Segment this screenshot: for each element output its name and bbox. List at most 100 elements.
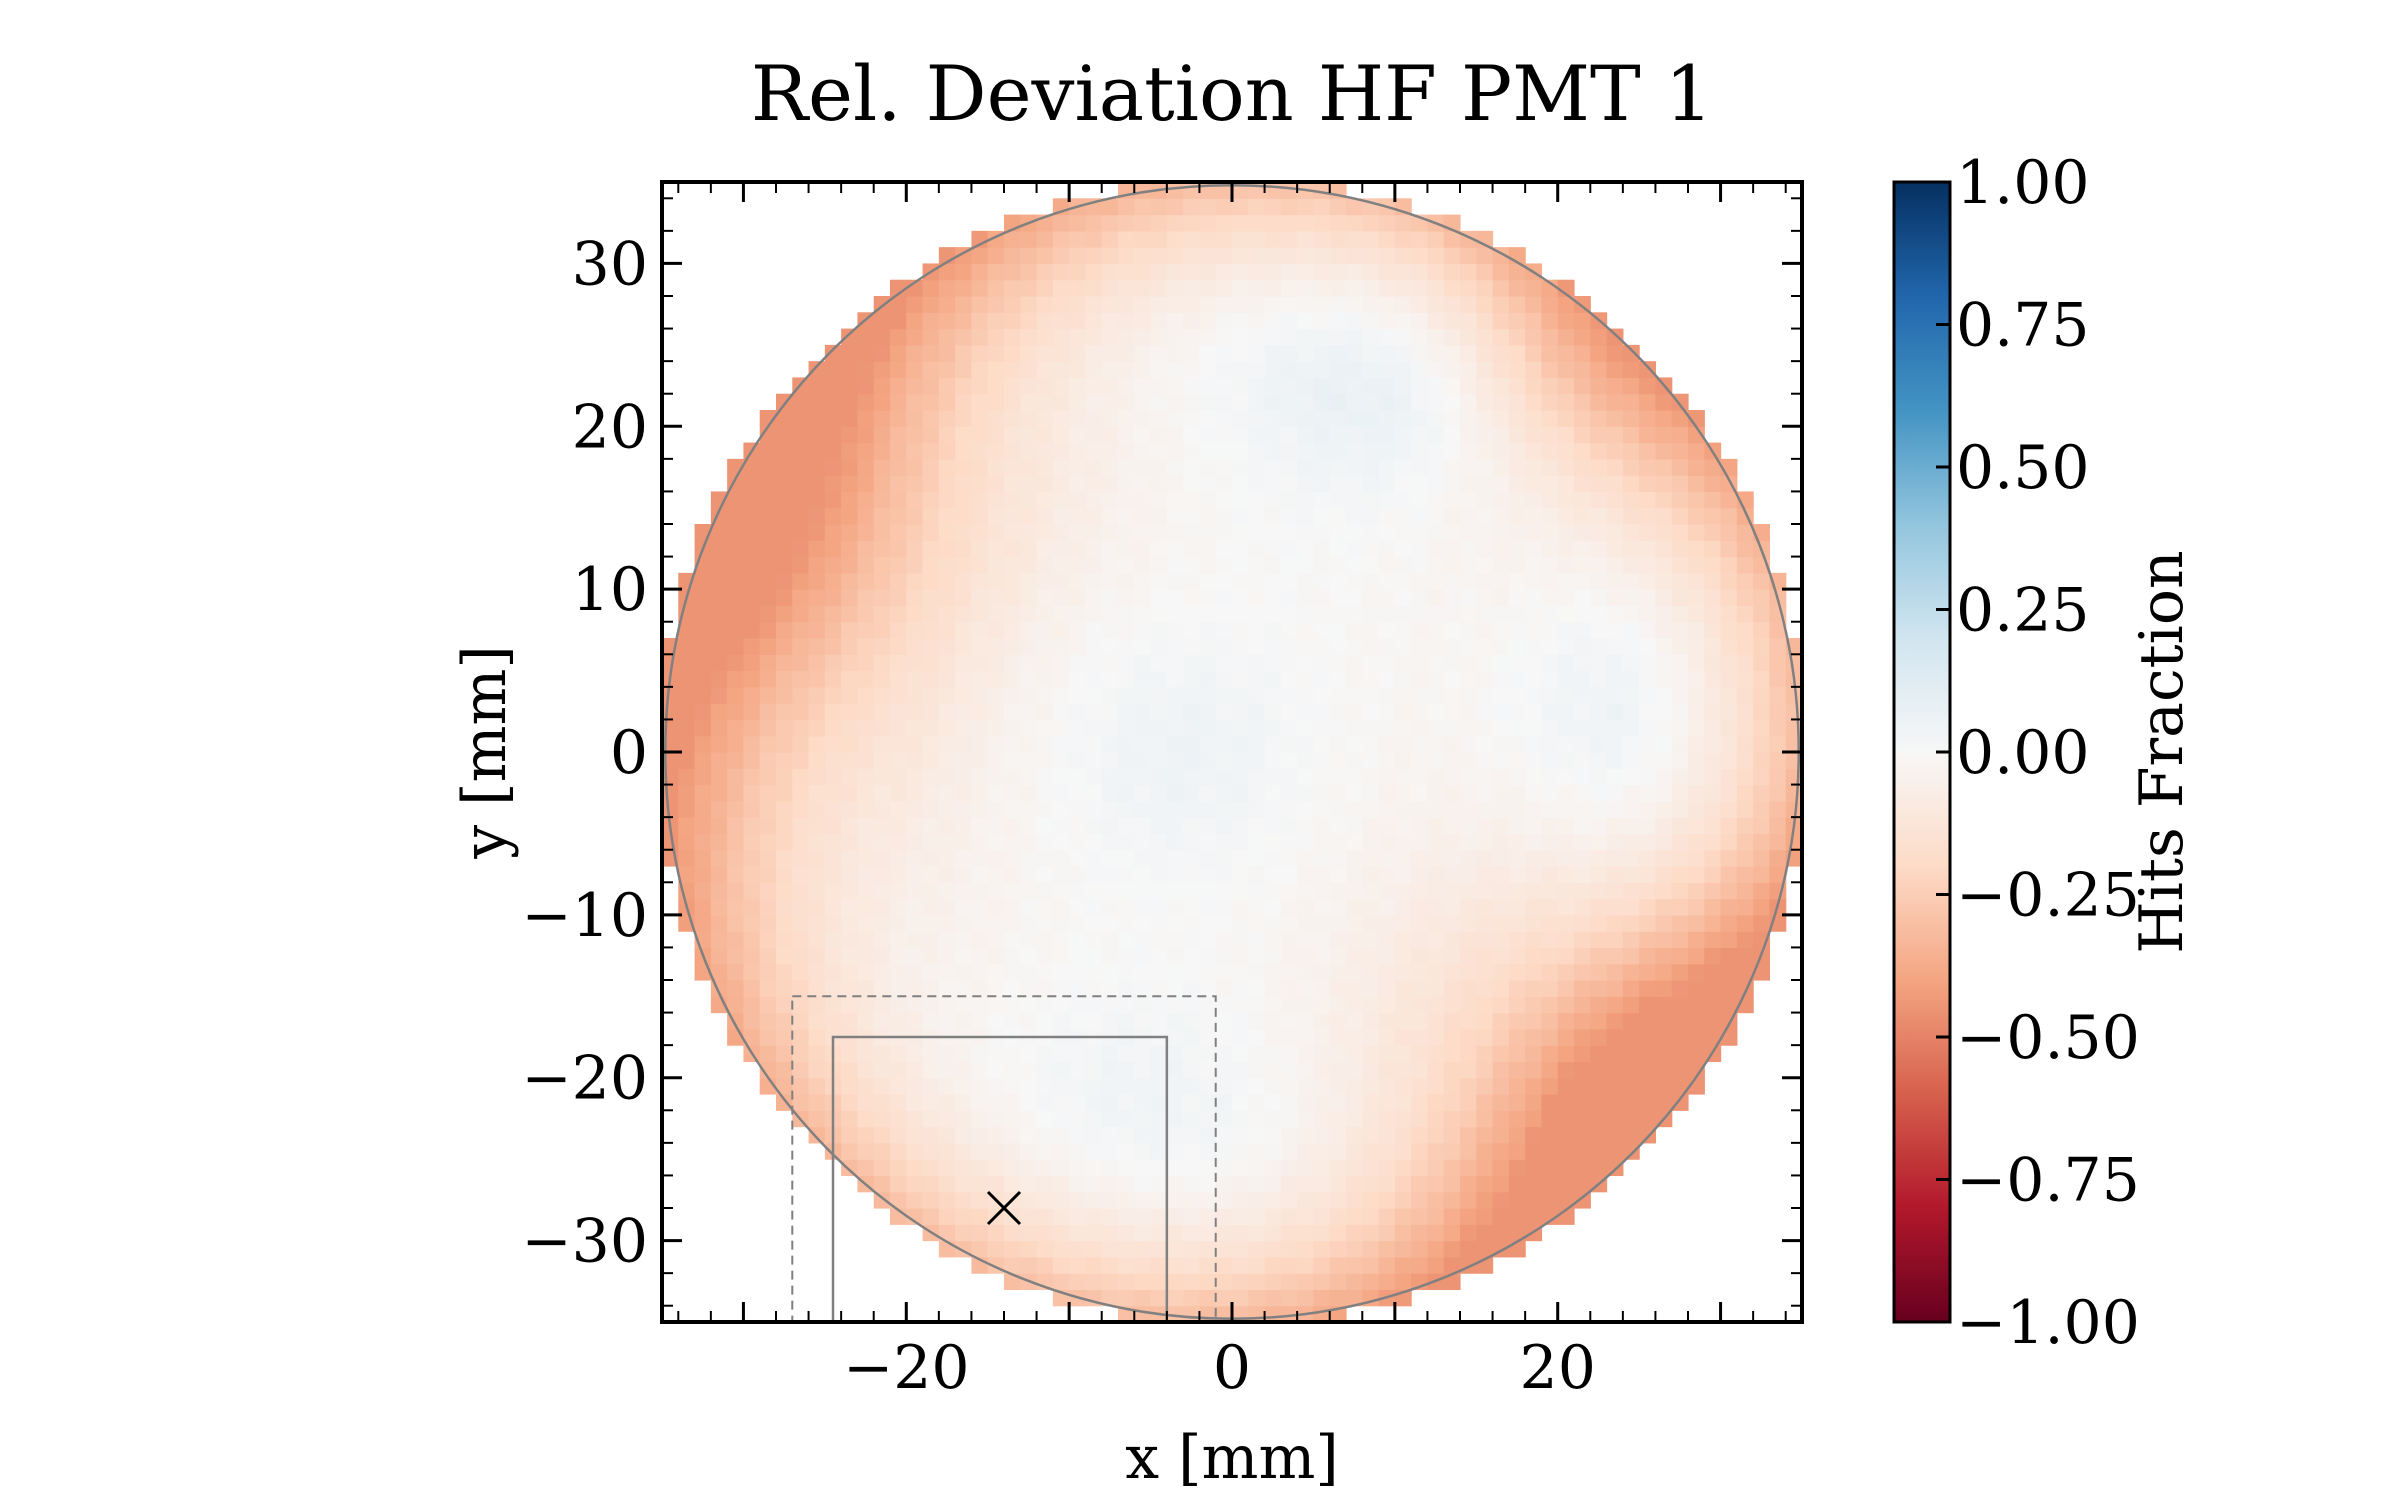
heatmap-cell (971, 296, 989, 313)
heatmap-cell (1622, 442, 1640, 460)
heatmap-cell (1362, 296, 1380, 313)
heatmap-cell (824, 752, 842, 769)
heatmap-cell (776, 866, 793, 883)
heatmap-cell (1525, 947, 1543, 965)
heatmap-cell (1101, 1045, 1119, 1063)
heatmap-cell (890, 784, 907, 802)
heatmap-cell (1150, 247, 1168, 265)
heatmap-cell (890, 442, 907, 460)
heatmap-cell (1297, 524, 1315, 541)
heatmap-cell (938, 572, 956, 590)
heatmap-cell (694, 898, 712, 916)
heatmap-cell (1199, 1077, 1217, 1095)
heatmap-cell (1378, 800, 1396, 818)
heatmap-cell (938, 426, 956, 444)
heatmap-cell (955, 849, 973, 867)
heatmap-cell (759, 866, 777, 883)
heatmap-cell (1264, 1094, 1282, 1111)
heatmap-cell (1215, 524, 1233, 541)
heatmap-cell (824, 572, 842, 590)
heatmap-cell (1411, 882, 1429, 900)
heatmap-cell (1248, 296, 1266, 313)
heatmap-cell (1248, 279, 1266, 297)
heatmap-cell (1655, 1045, 1673, 1063)
heatmap-cell (1166, 980, 1184, 997)
heatmap-cell (971, 556, 989, 574)
heatmap-cell (759, 914, 777, 932)
heatmap-cell (1085, 1175, 1103, 1193)
heatmap-cell (1215, 475, 1233, 493)
heatmap-cell (1557, 670, 1575, 688)
heatmap-cell (1199, 556, 1217, 574)
heatmap-cell (1427, 328, 1445, 346)
heatmap-cell (1215, 361, 1233, 379)
heatmap-cell (1004, 263, 1021, 281)
heatmap-cell (1362, 540, 1380, 558)
heatmap-cell (987, 752, 1005, 769)
heatmap-cell (1460, 393, 1477, 411)
heatmap-cell (1232, 328, 1249, 346)
heatmap-cell (1297, 1142, 1315, 1160)
heatmap-cell (1069, 833, 1087, 851)
heatmap-cell (1280, 589, 1298, 607)
heatmap-cell (1541, 621, 1559, 639)
heatmap-cell (1753, 670, 1771, 688)
heatmap-cell (1378, 328, 1396, 346)
heatmap-cell (1622, 621, 1640, 639)
heatmap-cell (1378, 1126, 1396, 1144)
heatmap-cell (971, 1208, 989, 1225)
heatmap-cell (955, 784, 973, 802)
heatmap-cell (824, 703, 842, 721)
heatmap-cell (971, 914, 989, 932)
heatmap-cell (1134, 882, 1152, 900)
heatmap-cell (1492, 361, 1510, 379)
heatmap-cell (857, 866, 875, 883)
heatmap-cell (1215, 1289, 1233, 1307)
heatmap-cell (1541, 556, 1559, 574)
heatmap-cell (743, 866, 761, 883)
heatmap-cell (890, 1045, 907, 1063)
heatmap-cell (1248, 898, 1266, 916)
heatmap-cell (1280, 247, 1298, 265)
heatmap-cell (1280, 524, 1298, 541)
heatmap-cell (1460, 752, 1477, 769)
heatmap-cell (1639, 1045, 1657, 1063)
heatmap-cell (1313, 589, 1331, 607)
heatmap-cell (1036, 1256, 1054, 1274)
heatmap-cell (1476, 1208, 1494, 1225)
heatmap-cell (776, 524, 793, 541)
heatmap-cell (824, 540, 842, 558)
heatmap-cell (1443, 279, 1461, 297)
heatmap-cell (1508, 589, 1526, 607)
heatmap-cell (1492, 1094, 1510, 1111)
heatmap-cell (1394, 1175, 1412, 1193)
heatmap-cell (841, 882, 859, 900)
heatmap-cell (1362, 1175, 1380, 1193)
heatmap-cell (1297, 768, 1315, 786)
heatmap-cell (808, 361, 826, 379)
heatmap-cell (1052, 866, 1070, 883)
heatmap-cell (1199, 931, 1217, 949)
heatmap-cell (1232, 735, 1249, 753)
heatmap-cell (1606, 1126, 1624, 1144)
heatmap-cell (1101, 491, 1119, 509)
heatmap-cell (873, 654, 891, 672)
heatmap-cell (1118, 866, 1135, 883)
heatmap-cell (1460, 377, 1477, 395)
heatmap-cell (1134, 638, 1152, 655)
heatmap-cell (1150, 768, 1168, 786)
y-tick-label: 10 (572, 555, 648, 625)
heatmap-cell (1183, 735, 1201, 753)
heatmap-cell (1525, 752, 1543, 769)
heatmap-cell (857, 524, 875, 541)
heatmap-cell (694, 670, 712, 688)
heatmap-cell (808, 1061, 826, 1079)
heatmap-cell (1557, 1142, 1575, 1160)
heatmap-cell (694, 914, 712, 932)
heatmap-cell (1671, 914, 1689, 932)
heatmap-cell (1720, 914, 1738, 932)
heatmap-cell (1020, 1175, 1038, 1193)
heatmap-cell (1736, 556, 1754, 574)
heatmap-cell (792, 914, 810, 932)
heatmap-cell (1020, 638, 1038, 655)
